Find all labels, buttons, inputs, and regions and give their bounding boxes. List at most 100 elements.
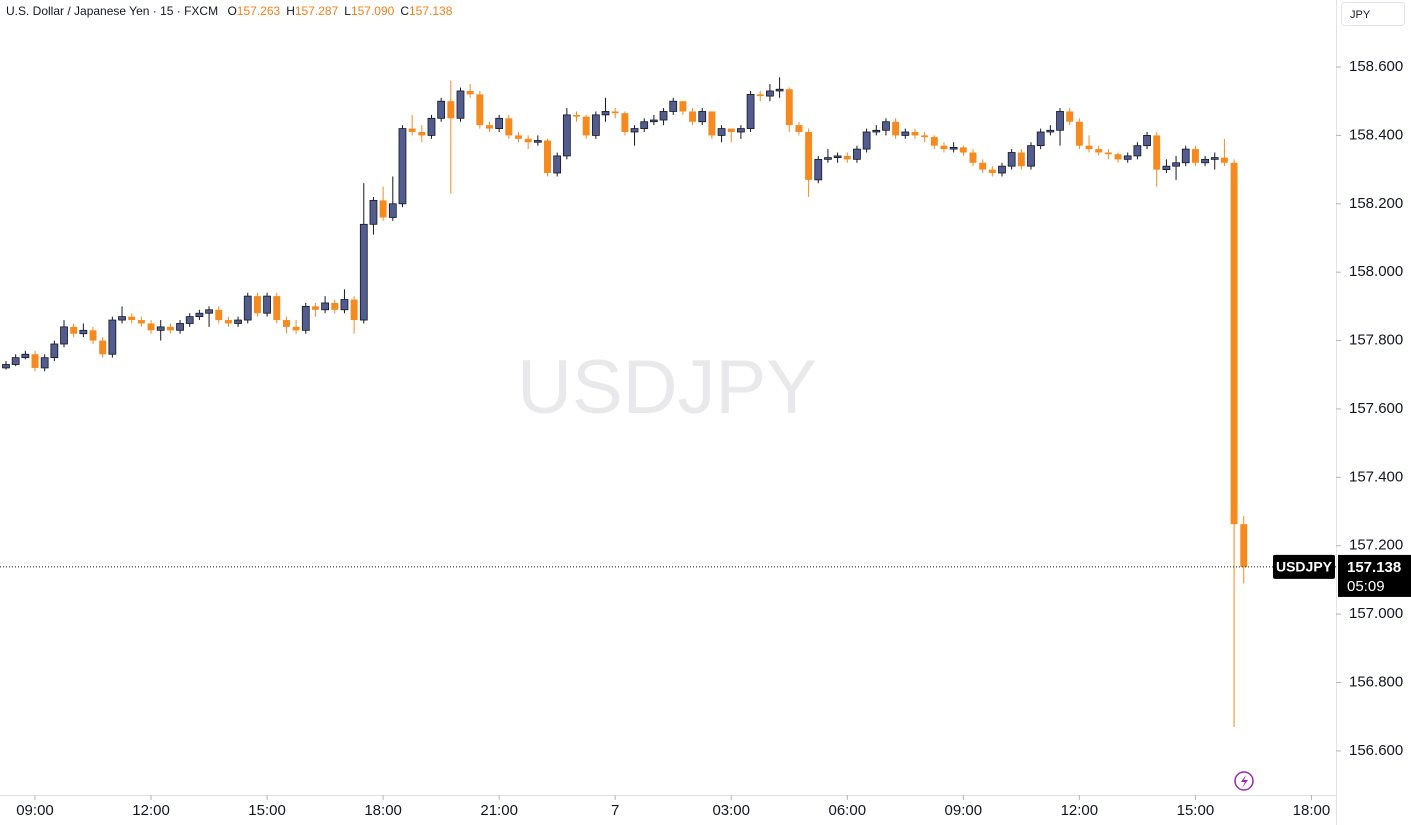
candle-body (853, 148, 861, 160)
candle-body (273, 296, 281, 321)
candle-body (1240, 524, 1248, 567)
price-tag-bg (1338, 554, 1411, 597)
candle-body (746, 93, 755, 129)
candle-body (998, 165, 1006, 174)
candle-body (147, 323, 155, 331)
candle-body (369, 199, 378, 225)
candle-body (669, 100, 678, 112)
candle-body (282, 320, 290, 327)
candle-body (79, 329, 88, 335)
candle-body (99, 340, 107, 355)
candle-body (224, 320, 232, 324)
candle-body (621, 113, 629, 132)
candle-body (40, 357, 49, 369)
candle-body (340, 299, 349, 311)
currency-button[interactable]: JPY (1341, 2, 1405, 26)
candle-body (689, 111, 697, 122)
candle-body (882, 121, 890, 131)
y-tick-label: 157.000 (1349, 605, 1403, 622)
candle-body (427, 117, 436, 136)
candle-body (911, 131, 919, 136)
candle-body (1007, 152, 1016, 167)
candle-body (1220, 157, 1228, 163)
ohlc-key: H (286, 4, 295, 18)
candle-body (843, 155, 851, 160)
candle-body (862, 131, 871, 150)
candle-body (166, 326, 174, 331)
candle-body (727, 128, 735, 132)
candle-body (659, 111, 668, 121)
candle-body (1104, 152, 1112, 155)
x-tick-label: 18:00 (1293, 802, 1331, 819)
candle-body (1191, 149, 1199, 163)
candle-body (1201, 158, 1209, 164)
candle-body (21, 353, 30, 359)
candle-body (892, 121, 900, 136)
x-tick-label: 7 (611, 802, 619, 819)
candle-body (1017, 152, 1025, 167)
candle-body (775, 88, 784, 92)
x-tick-label: 03:00 (712, 802, 750, 819)
candle-body (940, 145, 948, 150)
candle-body (988, 169, 996, 174)
countdown: 05:09 (1347, 578, 1385, 595)
x-tick-label: 12:00 (132, 802, 170, 819)
candle-body (630, 128, 639, 133)
candle-body (717, 128, 726, 136)
flash-icon[interactable] (1234, 771, 1254, 791)
y-tick-label: 157.400 (1349, 468, 1403, 485)
ohlc-key: L (344, 4, 351, 18)
time-axis-border (0, 795, 1336, 796)
candle-body (89, 330, 97, 341)
candle-body (388, 203, 397, 218)
y-tick-label: 158.200 (1349, 195, 1403, 212)
candle-body (872, 129, 881, 133)
candle-body (359, 223, 368, 321)
candle-body (505, 118, 513, 136)
ohlc-value: 157.138 (409, 4, 453, 18)
candle-body (601, 111, 610, 116)
candle-body (31, 354, 39, 368)
candle-body (137, 320, 145, 324)
candle-body (456, 90, 465, 119)
candle-body (1143, 135, 1151, 147)
candle-body (11, 357, 20, 365)
candle-body (50, 343, 59, 359)
symbol-title: U.S. Dollar / Japanese Yen · 15 · FXCM (6, 4, 219, 18)
y-tick-label: 157.600 (1349, 400, 1403, 417)
candle-body (379, 200, 387, 218)
candle-body (969, 152, 977, 163)
candle-body (466, 90, 474, 95)
candle-body (243, 295, 252, 321)
x-tick-label: 15:00 (1177, 802, 1215, 819)
price-axis-border (1336, 0, 1337, 825)
y-tick-label: 157.200 (1349, 537, 1403, 554)
x-tick-label: 12:00 (1061, 802, 1099, 819)
price-tag: 157.138 (1347, 559, 1401, 576)
candle-body (1172, 162, 1180, 167)
candle-body (795, 125, 803, 132)
x-tick-label: 09:00 (945, 802, 983, 819)
candle-body (1181, 148, 1190, 164)
candle-body (766, 90, 774, 97)
candle-body (949, 146, 958, 150)
y-tick-label: 156.600 (1349, 742, 1403, 759)
candle-body (573, 114, 581, 117)
candle-body (544, 140, 551, 174)
symbol-tag: USDJPY (1276, 559, 1333, 575)
candle-body (1162, 165, 1171, 171)
candle-body (756, 94, 764, 97)
ohlc-value: 157.287 (294, 4, 339, 18)
candle-body (814, 158, 823, 181)
candle-body (495, 117, 504, 129)
candle-body (824, 157, 832, 160)
candle-body (1123, 155, 1132, 160)
ohlc-key: C (400, 4, 409, 18)
candle-body (1075, 121, 1083, 146)
candle-body (708, 111, 716, 136)
candle-body (611, 111, 619, 114)
candle-body (679, 101, 687, 112)
candle-body (1085, 145, 1093, 150)
candle-body (311, 306, 319, 310)
candle-body (437, 100, 446, 119)
